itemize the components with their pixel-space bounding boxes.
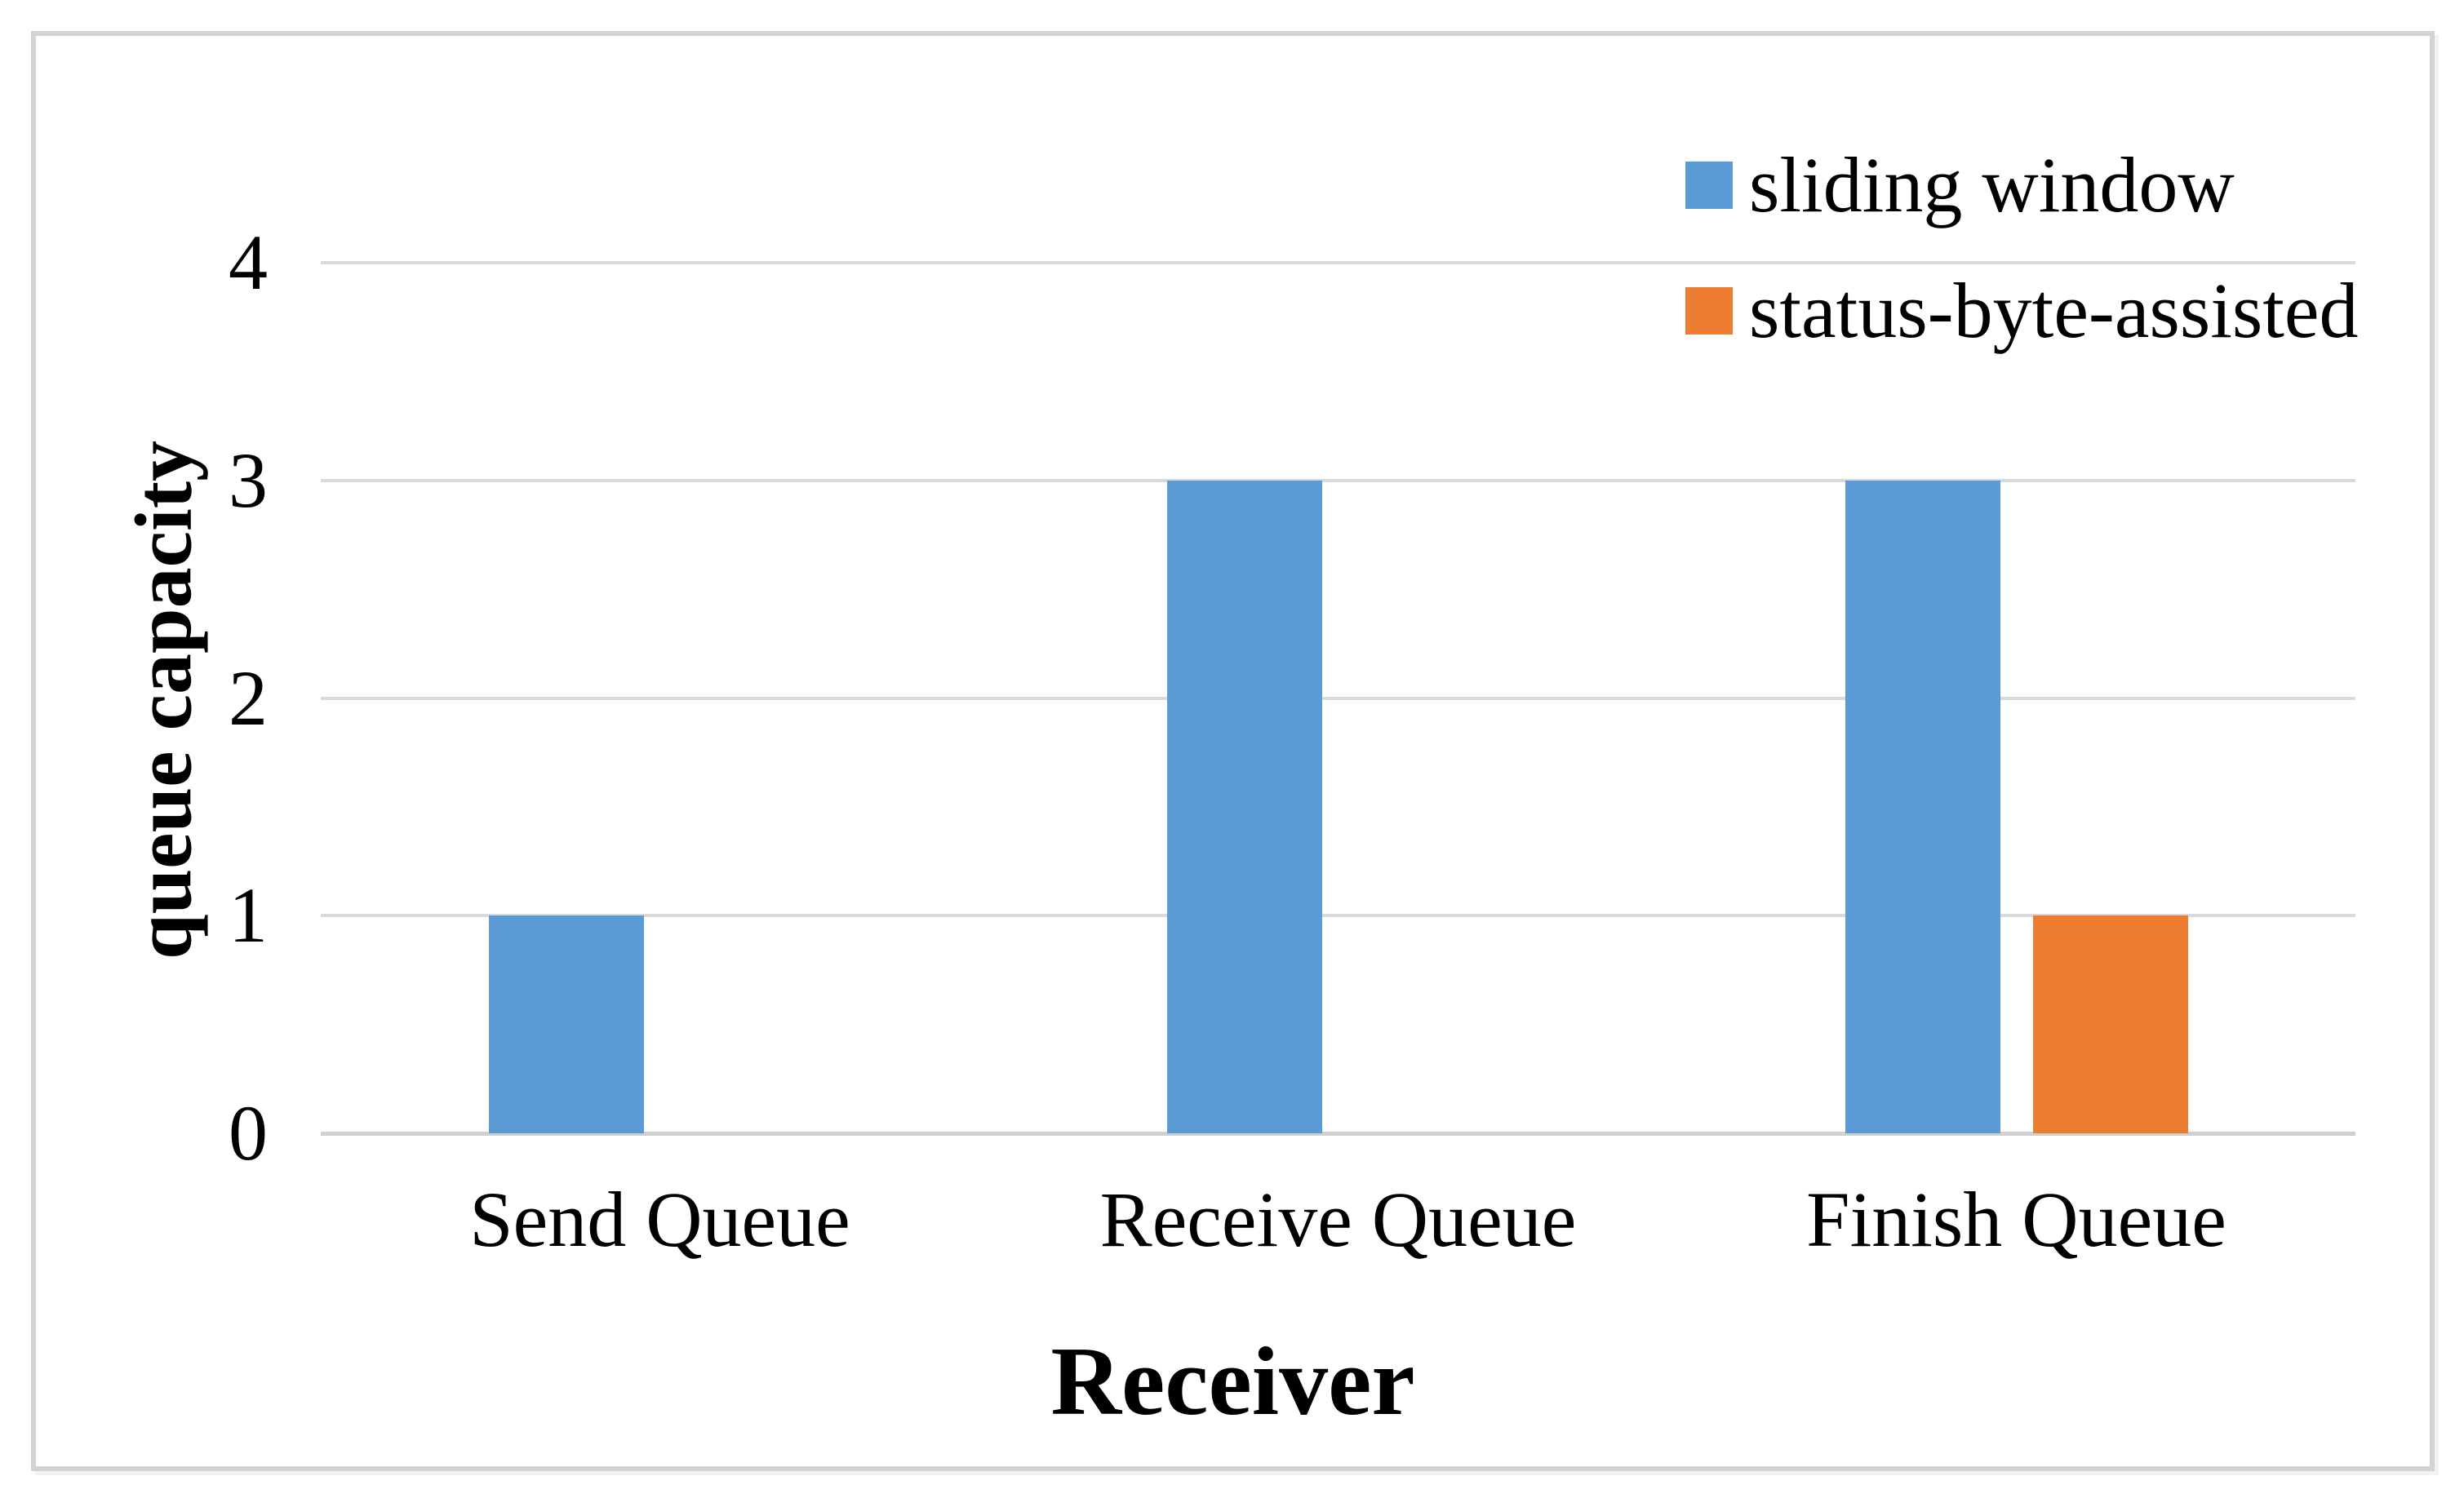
bar-sliding-window-send-queue: [488, 915, 644, 1133]
legend-item-sliding-window: sliding window: [1685, 141, 2359, 228]
x-category-label-receive-queue: Receive Queue: [1099, 1176, 1577, 1263]
x-axis-category-labels: Send Queue Receive Queue Finish Queue: [321, 1175, 2355, 1265]
legend-item-status-byte-assisted: status-byte-assisted: [1685, 267, 2359, 354]
legend-swatch-status-byte-assisted: [1685, 287, 1733, 335]
gridline-0: [321, 1132, 2355, 1136]
gridline-4: [321, 261, 2355, 264]
x-category-label-finish-queue: Finish Queue: [1806, 1176, 2226, 1263]
legend-label-sliding-window: sliding window: [1749, 141, 2235, 228]
bar-status-byte-assisted-finish-queue: [2032, 915, 2188, 1133]
x-axis-title: Receiver: [1050, 1327, 1415, 1435]
x-category-label-send-queue: Send Queue: [469, 1176, 850, 1263]
gridline-3: [321, 478, 2355, 482]
y-tick-label-0: 0: [229, 1089, 268, 1177]
legend-label-status-byte-assisted: status-byte-assisted: [1749, 267, 2359, 354]
chart-legend: sliding window status-byte-assisted: [1685, 141, 2359, 354]
bar-sliding-window-finish-queue: [1845, 480, 2000, 1133]
y-tick-label-3: 3: [229, 436, 268, 524]
bar-sliding-window-receive-queue: [1166, 480, 1322, 1133]
y-tick-label-4: 4: [229, 219, 268, 306]
gridline-1: [321, 914, 2355, 918]
y-tick-label-1: 1: [229, 871, 268, 960]
y-tick-label-2: 2: [229, 654, 268, 742]
legend-swatch-sliding-window: [1685, 162, 1733, 209]
gridline-2: [321, 696, 2355, 700]
